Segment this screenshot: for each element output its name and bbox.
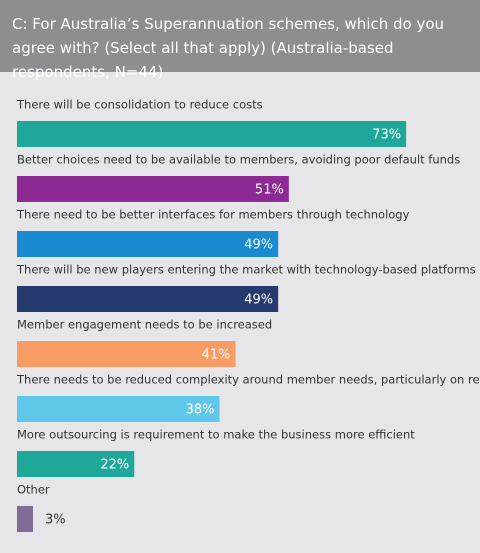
value-label: 38% bbox=[186, 403, 215, 418]
chart-title: C: For Australia’s Superannuation scheme… bbox=[0, 0, 480, 81]
value-label: 51% bbox=[255, 183, 284, 198]
category-label: There need to be better interfaces for m… bbox=[16, 208, 410, 222]
bar bbox=[17, 121, 407, 147]
value-label: 73% bbox=[372, 128, 401, 143]
value-label: 49% bbox=[244, 293, 273, 308]
bar bbox=[17, 176, 289, 202]
bar bbox=[17, 451, 135, 477]
bar bbox=[17, 396, 220, 422]
category-label: Better choices need to be available to m… bbox=[17, 153, 460, 167]
bar bbox=[17, 506, 33, 532]
category-label: Member engagement needs to be increased bbox=[17, 318, 272, 332]
value-label: 22% bbox=[100, 458, 129, 473]
value-label: 49% bbox=[244, 238, 273, 253]
category-label: There will be new players entering the m… bbox=[16, 263, 476, 277]
bar bbox=[17, 286, 279, 312]
value-label: 41% bbox=[202, 348, 231, 363]
category-label: More outsourcing is requirement to make … bbox=[17, 428, 415, 442]
bar bbox=[17, 341, 236, 367]
category-label: Other bbox=[17, 483, 50, 497]
bar bbox=[17, 231, 279, 257]
chart: There will be consolidation to reduce co… bbox=[16, 98, 480, 532]
value-label: 3% bbox=[45, 513, 66, 528]
category-label: There needs to be reduced complexity aro… bbox=[16, 373, 480, 387]
category-label: There will be consolidation to reduce co… bbox=[16, 98, 263, 112]
